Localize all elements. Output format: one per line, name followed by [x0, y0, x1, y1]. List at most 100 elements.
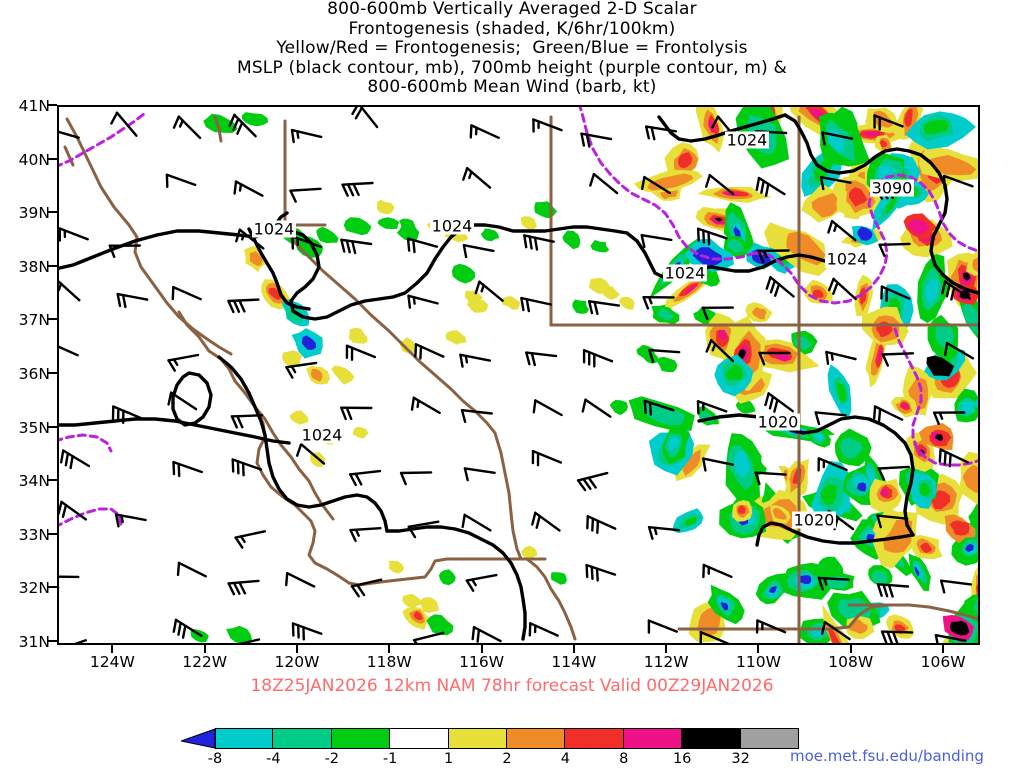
lon-label-120w: 120W	[274, 653, 320, 671]
contour-label-mslp: 1020	[794, 511, 835, 530]
colorbar-segment[interactable]	[507, 728, 566, 749]
colorbar-segment[interactable]	[623, 728, 683, 749]
wind-barb	[285, 361, 318, 379]
wind-barb	[233, 180, 264, 197]
source-watermark[interactable]: moe.met.fsu.edu/banding	[790, 747, 984, 765]
wind-barb	[817, 457, 848, 472]
colorbar-segment[interactable]	[390, 728, 449, 749]
frontogenesis-contour-fill	[316, 226, 339, 244]
wind-barb	[828, 277, 857, 301]
wind-barb	[165, 173, 197, 188]
lon-label-122w: 122W	[182, 653, 228, 671]
colorbar-tick-neg2: -2	[324, 751, 340, 767]
frontogenesis-contour-fill	[818, 556, 844, 577]
wind-barb	[349, 469, 382, 487]
frontogenesis-contour-fill	[480, 228, 500, 242]
wind-barb	[873, 114, 904, 131]
wind-barb	[825, 350, 857, 365]
wind-barb	[581, 398, 612, 418]
wind-barb	[340, 238, 373, 255]
lon-tick	[203, 645, 206, 653]
contour-label-bg	[252, 220, 296, 238]
colorbar-tick-4: 4	[560, 751, 570, 767]
wind-barb	[465, 573, 498, 592]
page-title: 800-600mb Vertically Averaged 2-D Scalar…	[0, 0, 1024, 98]
frontogenesis-contour-fill	[439, 569, 456, 586]
lat-label-32n: 32N	[18, 579, 50, 598]
frontogenesis-contour-fill	[772, 507, 787, 520]
wind-barb	[757, 249, 790, 264]
frontogenesis-contour-fill	[974, 399, 978, 410]
contour-label-bg	[725, 131, 769, 149]
colorbar-segment[interactable]	[565, 728, 624, 749]
title-line-3: Yellow/Red = Frontogenesis; Green/Blue =…	[276, 38, 748, 58]
wind-barb	[878, 242, 911, 257]
frontogenesis-contour-fill	[925, 277, 939, 304]
colorbar-segment[interactable]	[273, 728, 332, 749]
frontogenesis-contour-fill	[738, 349, 746, 359]
frontogenesis-contour-fill	[836, 381, 847, 403]
frontogenesis-contour-fill	[962, 464, 978, 494]
frontogenesis-contour-fill	[465, 290, 484, 305]
frontogenesis-contour-fill	[720, 601, 729, 611]
lat-tick	[48, 264, 57, 267]
frontogenesis-contour-fill	[926, 355, 954, 377]
wind-barb	[116, 292, 149, 309]
frontogenesis-contour-fill	[976, 583, 978, 599]
colorbar-segment[interactable]	[448, 728, 507, 749]
wind-barb	[172, 460, 203, 478]
frontogenesis-contour-fill	[572, 299, 589, 314]
wind-barb	[461, 513, 492, 532]
wind-barb	[765, 276, 795, 298]
wind-barb	[876, 583, 910, 598]
colorbar-segment[interactable]	[682, 728, 741, 749]
wind-barb	[227, 298, 260, 314]
wind-barb	[227, 579, 260, 596]
frontogenesis-contour-fill	[396, 224, 420, 242]
wind-barb	[350, 578, 383, 598]
frontogenesis-contour-fill	[840, 436, 864, 459]
wind-barb	[944, 341, 975, 360]
map-panel[interactable]: 1024 1024 1024 1024 1024 1024 1020 1020 3090	[57, 105, 980, 645]
frontogenesis-contour-fill	[343, 217, 372, 236]
wind-barb	[647, 619, 678, 634]
wind-barb	[474, 280, 504, 302]
wind-barb	[877, 465, 910, 481]
colorbar-segment[interactable]	[740, 728, 799, 749]
frontogenesis-contour-fill	[856, 226, 873, 241]
wind-barb	[340, 406, 373, 421]
colorbar[interactable]: -8 -4 -2 -1 1 2 4 8 16 32	[181, 728, 799, 767]
wind-barb	[285, 572, 316, 588]
colorbar-tick-8: 8	[619, 751, 629, 767]
frontogenesis-contour-fill	[226, 625, 252, 643]
wind-barb	[520, 296, 552, 313]
wind-barb	[699, 631, 730, 643]
wind-barb	[171, 285, 202, 301]
wind-barb	[291, 235, 322, 250]
contour-label-mslp: 1020	[758, 413, 799, 432]
frontogenesis-contour-fill	[331, 365, 355, 385]
wind-barb	[406, 237, 439, 254]
lat-tick	[48, 532, 57, 535]
lat-label-38n: 38N	[18, 257, 50, 276]
wind-barb	[525, 351, 558, 367]
wind-barb	[532, 399, 563, 417]
lat-label-35n: 35N	[18, 418, 50, 437]
colorbar-segment[interactable]	[215, 728, 274, 749]
frontogenesis-contour-fill	[310, 368, 323, 382]
contour-label-mslp: 1024	[827, 250, 868, 269]
frontogenesis-contour-fill	[242, 112, 268, 127]
wind-barb	[399, 471, 433, 486]
wind-barb	[814, 411, 847, 426]
frontogenesis-contour-fill	[348, 327, 368, 344]
lon-tick	[480, 645, 483, 653]
lon-tick	[388, 645, 391, 653]
wind-barb	[940, 579, 973, 594]
contour-label-mslp: 1024	[665, 264, 706, 283]
lat-label-37n: 37N	[18, 311, 50, 330]
wind-barb	[114, 513, 147, 528]
colorbar-segment[interactable]	[331, 728, 391, 749]
frontogenesis-contour-fill	[708, 119, 715, 133]
lon-tick	[295, 645, 298, 653]
